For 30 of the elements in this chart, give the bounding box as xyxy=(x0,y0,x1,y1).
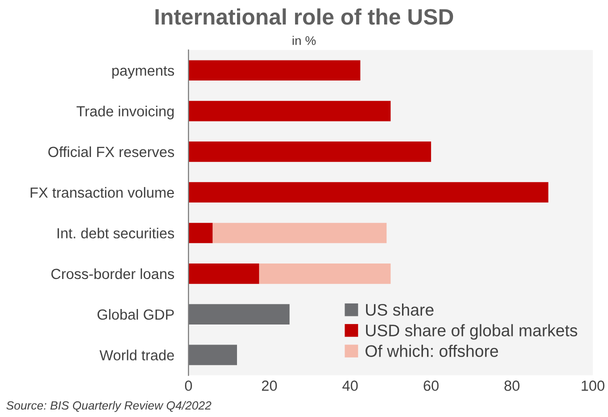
y-tick-label: Cross-border loans xyxy=(51,268,174,280)
bar xyxy=(188,100,391,122)
y-tick-label: Global GDP xyxy=(98,309,174,320)
bar xyxy=(259,263,391,284)
legend-label: US share xyxy=(366,304,434,316)
chart-subtitle: in % xyxy=(292,36,316,46)
bar xyxy=(188,60,360,81)
y-tick-label: Official FX reserves xyxy=(48,146,174,158)
y-tick-label: World trade xyxy=(100,350,174,360)
bar xyxy=(188,344,237,366)
bar xyxy=(188,222,213,244)
legend-label: Of which: offshore xyxy=(366,344,498,358)
bar xyxy=(188,182,548,203)
x-tick-label: 40 xyxy=(342,380,358,391)
y-tick-label: FX transaction volume xyxy=(30,187,174,198)
legend-label: USD share of global markets xyxy=(366,324,578,340)
y-tick-label: payments xyxy=(112,66,174,79)
source-note: Source: BIS Quarterly Review Q4/2022 xyxy=(6,400,212,412)
x-tick-label: 100 xyxy=(582,380,604,391)
x-tick-label: 60 xyxy=(424,380,439,391)
bar xyxy=(188,263,260,284)
y-tick-label: Int. debt securities xyxy=(58,228,174,238)
bar xyxy=(188,304,290,324)
bar xyxy=(188,142,432,162)
bar xyxy=(212,222,387,244)
x-tick-label: 80 xyxy=(504,380,520,391)
y-tick-label: Trade invoicing xyxy=(76,106,174,120)
x-tick-label: 20 xyxy=(262,380,277,391)
chart-title: International role of the USD xyxy=(155,8,454,25)
x-tick-label: 0 xyxy=(184,380,192,391)
